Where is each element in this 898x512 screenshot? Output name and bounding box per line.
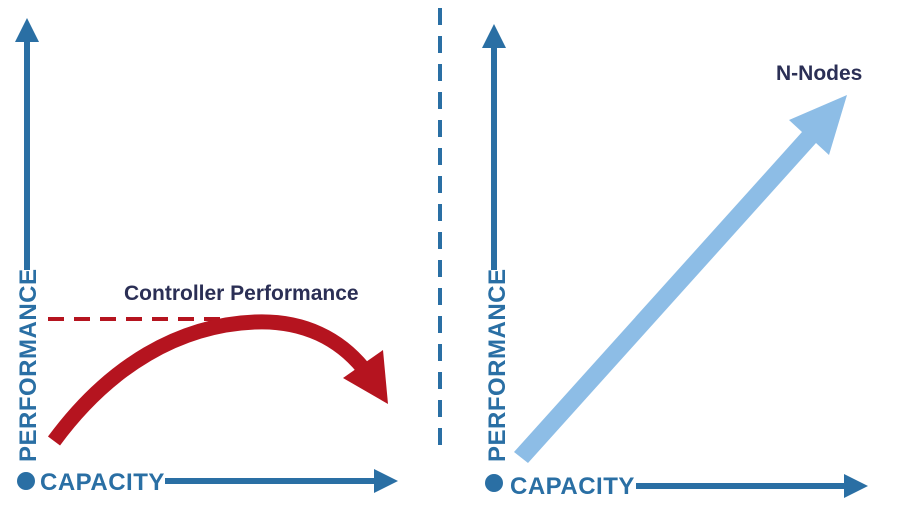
controller-performance-label: Controller Performance — [124, 282, 359, 305]
left-origin-dot — [17, 472, 35, 490]
n-nodes-arrow — [514, 95, 847, 463]
left-x-axis-arrowhead — [374, 469, 398, 493]
left-y-axis-label: PERFORMANCE — [15, 268, 42, 462]
left-x-axis-label: CAPACITY — [40, 469, 165, 496]
left-y-axis-arrowhead — [15, 18, 39, 42]
right-x-axis-arrowhead — [844, 474, 868, 498]
right-panel: PERFORMANCE CAPACITY N-Nodes — [482, 24, 868, 500]
controller-performance-arrowhead — [343, 350, 388, 404]
right-x-axis-label: CAPACITY — [510, 473, 635, 500]
left-panel: PERFORMANCE CAPACITY Controller Performa… — [15, 18, 398, 496]
right-y-axis-arrowhead — [482, 24, 506, 48]
n-nodes-label: N-Nodes — [776, 62, 862, 85]
right-y-axis-label: PERFORMANCE — [484, 268, 511, 462]
right-origin-dot — [485, 474, 503, 492]
controller-performance-curve — [47, 314, 369, 446]
